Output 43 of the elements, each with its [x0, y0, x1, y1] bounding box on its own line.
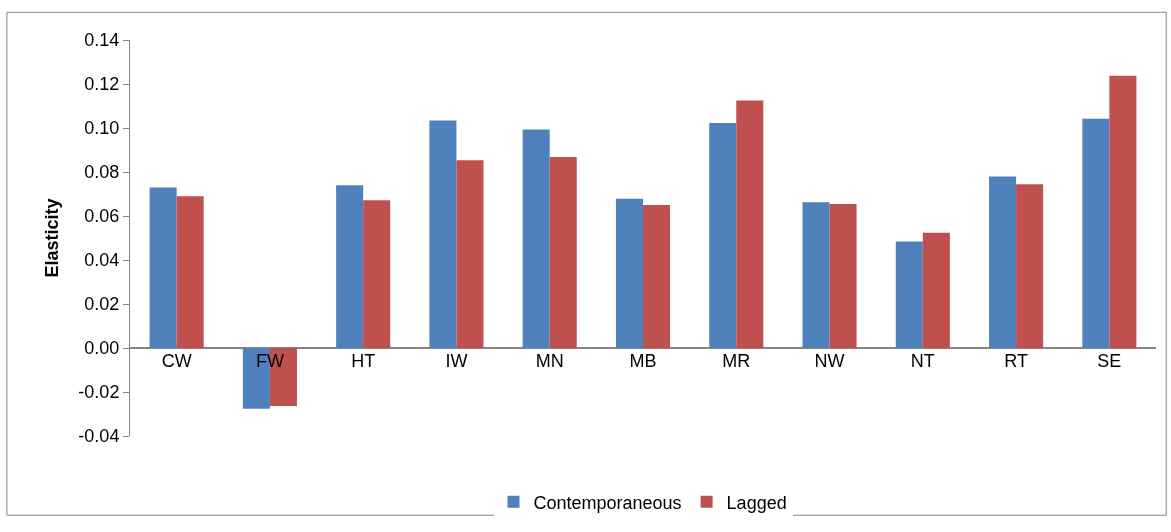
- x-tick-label: IW: [445, 351, 468, 371]
- bar: [895, 241, 923, 348]
- y-tick-label: -0.02: [78, 382, 120, 403]
- y-tick-label: 0.08: [84, 162, 120, 183]
- y-axis-title: Elasticity: [41, 198, 62, 278]
- bar: [456, 160, 484, 348]
- y-tick-label: 0.12: [84, 74, 120, 95]
- y-tick-label: 0.10: [84, 118, 120, 139]
- y-tick-label: 0.00: [84, 338, 120, 359]
- bar: [149, 187, 177, 348]
- bar: [989, 176, 1017, 348]
- bar: [549, 157, 577, 348]
- y-tick-label: -0.04: [78, 426, 120, 447]
- bar: [363, 200, 391, 348]
- x-tick-label: MR: [722, 351, 751, 371]
- bar: [802, 202, 830, 348]
- x-tick-label: NW: [814, 351, 845, 371]
- x-tick-label: NT: [910, 351, 935, 371]
- bar: [615, 198, 643, 348]
- y-tick-label: 0.02: [84, 294, 120, 315]
- bar: [643, 205, 671, 348]
- x-tick-label: MN: [535, 351, 564, 371]
- bar: [176, 196, 204, 348]
- bar: [336, 185, 364, 348]
- bar: [829, 204, 857, 348]
- bar: [429, 120, 457, 348]
- bar: [709, 122, 737, 348]
- bar: [1082, 118, 1110, 348]
- x-tick-label: HT: [351, 351, 376, 371]
- x-tick-label: SE: [1097, 351, 1122, 371]
- y-tick-label: 0.06: [84, 206, 120, 227]
- x-tick-label: CW: [161, 351, 192, 371]
- legend-label: Lagged: [726, 492, 787, 513]
- bar: [1016, 184, 1044, 348]
- y-tick-label: 0.14: [84, 30, 120, 51]
- bar: [522, 129, 550, 348]
- bar: [736, 100, 764, 348]
- bar: [1109, 75, 1137, 348]
- y-tick-label: 0.04: [84, 250, 120, 271]
- bar: [922, 232, 950, 348]
- legend-label: Contemporaneous: [533, 492, 682, 513]
- x-tick-label: RT: [1004, 351, 1028, 371]
- x-tick-label: MB: [629, 351, 657, 371]
